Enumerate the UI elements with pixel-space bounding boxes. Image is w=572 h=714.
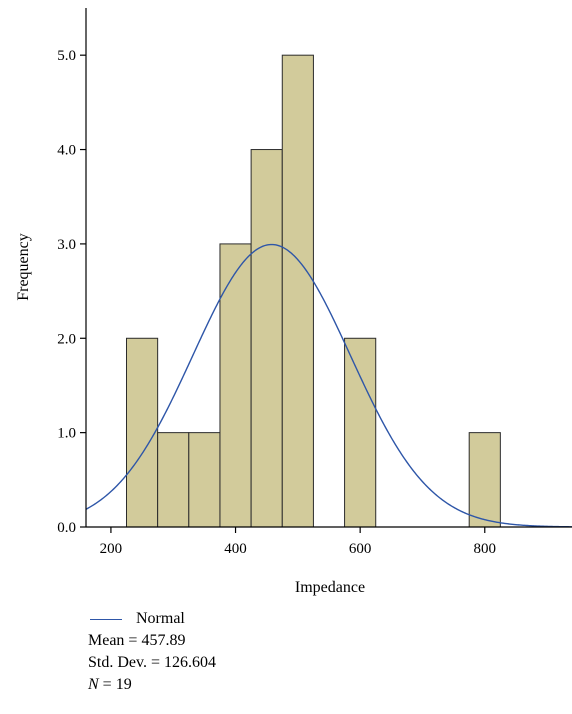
- y-tick-label: 5.0: [57, 48, 76, 64]
- histogram-bar-325-375: [188, 432, 221, 528]
- x-tick-label: 600: [349, 541, 372, 557]
- y-tick-label: 3.0: [57, 237, 76, 253]
- histogram-bar-575-625: [344, 337, 377, 528]
- mean-stat: Mean = 457.89: [88, 632, 186, 649]
- x-axis-title: Impedance: [295, 579, 365, 596]
- x-tick-label: 400: [224, 541, 247, 557]
- x-tick-label: 200: [100, 541, 123, 557]
- x-tick-label: 800: [474, 541, 497, 557]
- histogram-bar-475-525: [281, 54, 314, 528]
- histogram-bar-275-325: [157, 432, 190, 528]
- std-dev-stat: Std. Dev. = 126.604: [88, 654, 216, 671]
- legend-normal-row: Normal: [88, 608, 216, 630]
- histogram-bars: [126, 54, 501, 528]
- histogram-chart: 0.0 1.0 2.0 3.0 4.0 5.0 200 400 600 800 Frequenc…: [15, 8, 572, 596]
- histogram-bar-775-825: [468, 432, 501, 528]
- y-tick-label: 2.0: [57, 331, 76, 347]
- n-value: = 19: [98, 676, 132, 693]
- histogram-bar-425-475: [250, 149, 283, 528]
- n-symbol: N: [88, 676, 99, 693]
- x-axis-ticks: 200 400 600 800: [100, 527, 496, 557]
- histogram-bar-375-425: [219, 243, 252, 528]
- y-axis-title: Frequency: [15, 233, 32, 301]
- legend-line-swatch: [90, 618, 122, 620]
- y-tick-label: 1.0: [57, 426, 76, 442]
- legend-normal-label: Normal: [136, 610, 185, 627]
- chart-legend: Normal Mean = 457.89 Std. Dev. = 126.604…: [88, 608, 216, 696]
- y-axis-ticks: 0.0 1.0 2.0 3.0 4.0 5.0: [57, 48, 86, 536]
- normal-curve-line: [85, 243, 572, 528]
- y-tick-label: 0.0: [57, 520, 76, 536]
- y-tick-label: 4.0: [57, 143, 76, 159]
- histogram-bar-225-275: [126, 337, 159, 528]
- n-stat: N = 19: [88, 674, 216, 696]
